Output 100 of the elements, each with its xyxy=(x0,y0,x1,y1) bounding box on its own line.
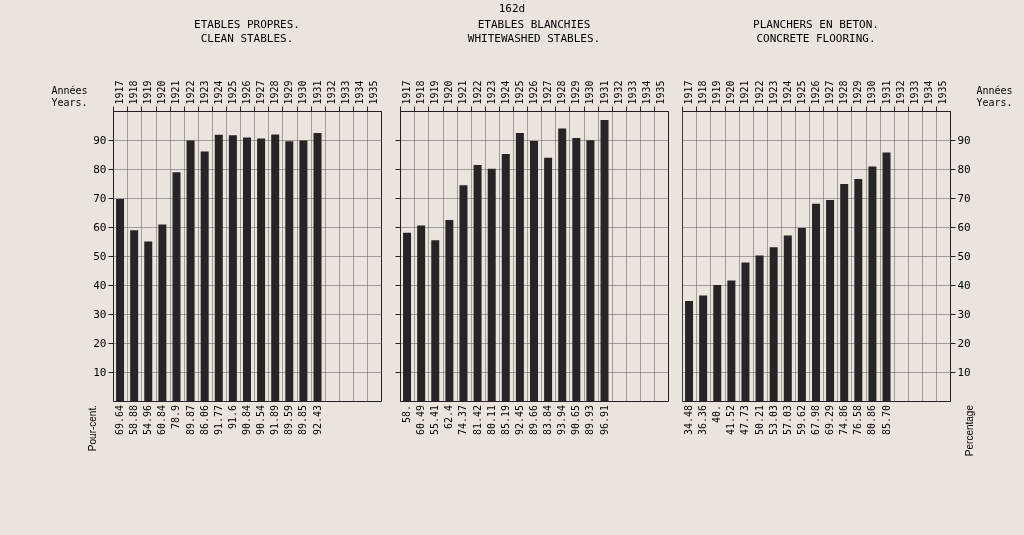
data-label: 54.96 xyxy=(142,405,154,436)
y-tick-label: 70 xyxy=(957,191,971,205)
x-tick-label: 1920 xyxy=(156,80,168,105)
data-label: 58. xyxy=(401,405,413,424)
data-label: 50.21 xyxy=(753,405,765,436)
x-tick-label: 1918 xyxy=(128,80,140,105)
x-tick-label: 1928 xyxy=(838,80,850,105)
chart-title: ETABLES PROPRES. xyxy=(194,17,300,31)
x-tick-label: 1935 xyxy=(654,80,666,105)
x-tick-label: 1930 xyxy=(584,80,596,105)
y-tick-label: 50 xyxy=(957,249,971,263)
x-tick-label: 1933 xyxy=(339,80,351,105)
x-tick-label: 1917 xyxy=(114,80,126,105)
x-tick-label: 1917 xyxy=(683,80,695,105)
x-tick-label: 1931 xyxy=(598,80,610,105)
data-label: 74.86 xyxy=(838,405,850,436)
data-label: 85.70 xyxy=(880,405,892,436)
x-tick-label: 1930 xyxy=(297,80,309,105)
y-tick-label: 40 xyxy=(93,278,107,292)
x-tick-label: 1924 xyxy=(781,80,793,105)
y-tick-label: 10 xyxy=(957,365,971,379)
data-label: 80.11 xyxy=(485,405,497,436)
x-tick-label: 1926 xyxy=(528,80,539,105)
x-tick-label: 1932 xyxy=(612,80,624,105)
data-label: 47.73 xyxy=(739,405,751,436)
x-tick-label: 1928 xyxy=(269,80,281,105)
x-tick-label: 1926 xyxy=(241,80,252,105)
chart-title: PLANCHERS EN BETON. xyxy=(753,17,879,31)
x-tick-label: 1926 xyxy=(810,80,821,105)
data-label: 90.54 xyxy=(255,405,267,436)
x-tick-label: 1931 xyxy=(311,80,323,105)
y-tick-label: 50 xyxy=(93,249,107,263)
data-label: 59.62 xyxy=(795,405,807,436)
data-label: 93.94 xyxy=(556,405,568,436)
x-tick-label: 1935 xyxy=(367,80,379,105)
x-axis-title: Années Years. xyxy=(51,84,88,108)
x-tick-label: 1929 xyxy=(570,80,582,105)
x-tick-label: 1934 xyxy=(353,80,365,105)
y-axis-title: Pour-cent. xyxy=(87,405,98,452)
x-tick-label: 1919 xyxy=(711,80,723,105)
data-label: 53.03 xyxy=(767,405,779,436)
x-tick-label: 1932 xyxy=(894,80,906,105)
x-tick-label: 1929 xyxy=(283,80,295,105)
data-label: 74.37 xyxy=(457,405,469,436)
data-label: 89.87 xyxy=(184,405,196,436)
x-tick-label: 1923 xyxy=(485,80,497,105)
x-tick-label: 1924 xyxy=(499,80,511,105)
data-label: 89.66 xyxy=(528,405,539,436)
chart-title: ETABLES BLANCHIES xyxy=(477,17,591,31)
data-label: 41.52 xyxy=(725,405,737,436)
y-axis-title: Percentage xyxy=(964,404,975,457)
x-tick-label: 1932 xyxy=(325,80,337,105)
text: 162d xyxy=(497,1,527,16)
y-tick-label: 80 xyxy=(957,162,971,176)
y-tick-label: 80 xyxy=(93,162,107,176)
x-tick-label: 1922 xyxy=(184,80,196,105)
x-tick-label: 1935 xyxy=(936,80,948,105)
y-tick-label: 60 xyxy=(93,220,107,234)
data-label: 78.9 xyxy=(170,405,182,430)
x-tick-label: 1921 xyxy=(739,80,751,105)
x-tick-label: 1919 xyxy=(142,80,154,105)
data-label: 67.98 xyxy=(810,405,821,436)
data-label: 40. xyxy=(711,405,723,424)
y-tick-label: 90 xyxy=(957,133,971,147)
x-tick-label: 1927 xyxy=(255,80,267,105)
y-tick-label: 10 xyxy=(93,365,107,379)
x-tick-label: 1922 xyxy=(753,80,765,105)
data-label: 92.45 xyxy=(513,405,525,436)
chart-subtitle: CONCRETE FLOORING. xyxy=(756,31,876,45)
chart-subtitle: WHITEWASHED STABLES. xyxy=(467,31,601,45)
x-tick-label: 1924 xyxy=(212,80,224,105)
x-tick-label: 1920 xyxy=(443,80,455,105)
data-label: 90.84 xyxy=(241,405,252,436)
data-label: 76.58 xyxy=(852,405,864,436)
x-tick-label: 1934 xyxy=(640,80,652,105)
x-tick-label: 1927 xyxy=(542,80,554,105)
y-tick-label: 30 xyxy=(93,307,107,321)
x-tick-label: 1925 xyxy=(795,80,807,105)
y-tick-label: 90 xyxy=(93,133,107,147)
chart-subtitle: CLEAN STABLES. xyxy=(200,31,294,45)
x-tick-label: 1925 xyxy=(513,80,525,105)
data-label: 89.85 xyxy=(297,405,309,436)
data-label: 69.29 xyxy=(824,405,836,436)
data-label: 81.42 xyxy=(471,405,483,436)
y-tick-label: 20 xyxy=(957,336,971,350)
x-tick-label: 1928 xyxy=(556,80,568,105)
data-label: 60.84 xyxy=(156,405,168,436)
data-label: 36.36 xyxy=(697,405,709,436)
data-label: 91.77 xyxy=(212,405,224,436)
x-tick-label: 1927 xyxy=(824,80,836,105)
x-tick-label: 1918 xyxy=(415,80,427,105)
x-tick-label: 1919 xyxy=(429,80,441,105)
y-tick-label: 40 xyxy=(957,278,971,292)
y-tick-label: 20 xyxy=(93,336,107,350)
data-label: 34.48 xyxy=(683,405,695,436)
x-tick-label: 1933 xyxy=(626,80,638,105)
data-label: 62.4 xyxy=(443,405,455,430)
x-tick-label: 1931 xyxy=(880,80,892,105)
data-label: 69.64 xyxy=(114,405,126,436)
data-label: 60.49 xyxy=(415,405,427,436)
